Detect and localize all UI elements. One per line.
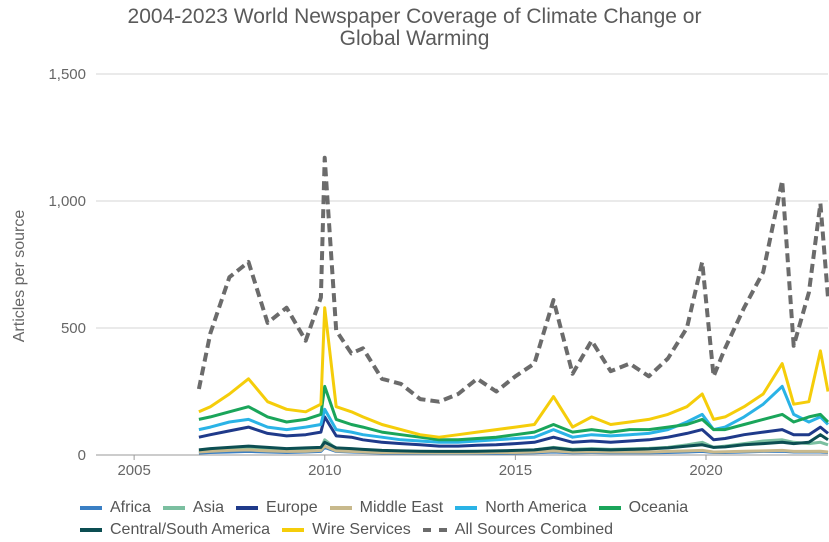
legend-swatch: [598, 506, 621, 510]
legend: Africa Asia Europe Middle East North America…: [80, 497, 820, 541]
legend-label: Oceania: [628, 499, 689, 516]
legend-swatch: [80, 528, 102, 532]
legend-swatch: [80, 506, 102, 510]
legend-item-central-south-america: Central/South America: [80, 521, 270, 539]
legend-item-wire-services: Wire Services: [282, 521, 411, 539]
chart-title-line-2: Global Warming: [339, 27, 490, 50]
legend-swatch: [162, 506, 185, 510]
legend-label: All Sources Combined: [454, 521, 614, 538]
data-series: [196, 155, 829, 455]
y-axis-label: Articles per source: [11, 210, 28, 343]
line-chart: 0 500 1,000 1,500 2005 2010 2015 2020 Articles…: [11, 66, 829, 479]
series-line-oceania: [198, 384, 829, 442]
chart-title-line-1: 2004-2023 World Newspaper Coverage of Cl…: [127, 5, 702, 28]
series-line-wire-services: [198, 306, 829, 439]
x-tick-label: 2015: [499, 462, 532, 479]
grid-lines: [96, 73, 828, 456]
series-line-central-south-america: [198, 433, 829, 453]
legend-swatch: [236, 506, 259, 510]
y-tick-label: 1,000: [48, 193, 86, 210]
chart-title: 2004-2023 World Newspaper Coverage of Cl…: [0, 6, 829, 50]
legend-label: Wire Services: [312, 521, 411, 538]
y-tick-label: 0: [78, 447, 86, 464]
legend-swatch: [329, 506, 352, 510]
legend-label: Europe: [266, 499, 318, 516]
x-axis-ticks: 2005 2010 2015 2020: [117, 455, 723, 479]
legend-item-middle-east: Middle East: [329, 499, 444, 517]
y-axis-ticks: 0 500 1,000 1,500: [48, 66, 86, 464]
legend-item-all-sources-combined: All Sources Combined: [422, 521, 614, 539]
series-line-middle-east: [198, 444, 829, 455]
x-tick-label: 2005: [117, 462, 150, 479]
legend-item-oceania: Oceania: [598, 499, 689, 517]
y-tick-label: 1,500: [48, 66, 86, 83]
legend-label: Middle East: [359, 499, 444, 516]
legend-row: Central/South America Wire Services All So…: [80, 519, 820, 541]
legend-item-north-america: North America: [455, 499, 587, 517]
legend-label: Central/South America: [110, 521, 271, 538]
legend-item-africa: Africa: [80, 499, 151, 517]
legend-item-europe: Europe: [236, 499, 318, 517]
x-tick-label: 2010: [308, 462, 341, 479]
legend-label: Asia: [192, 499, 225, 516]
x-tick-label: 2020: [689, 462, 722, 479]
y-tick-label: 500: [61, 320, 86, 337]
legend-label: North America: [485, 499, 587, 516]
series-line-all-sources-combined: [196, 155, 829, 404]
legend-swatch: [455, 506, 478, 510]
series-line-europe: [198, 415, 829, 448]
legend-swatch: [422, 528, 447, 532]
legend-swatch: [282, 528, 305, 532]
legend-item-asia: Asia: [162, 499, 225, 517]
legend-label: Africa: [110, 499, 151, 516]
series-line-north-america: [198, 384, 829, 444]
legend-row: Africa Asia Europe Middle East North America…: [80, 497, 820, 519]
